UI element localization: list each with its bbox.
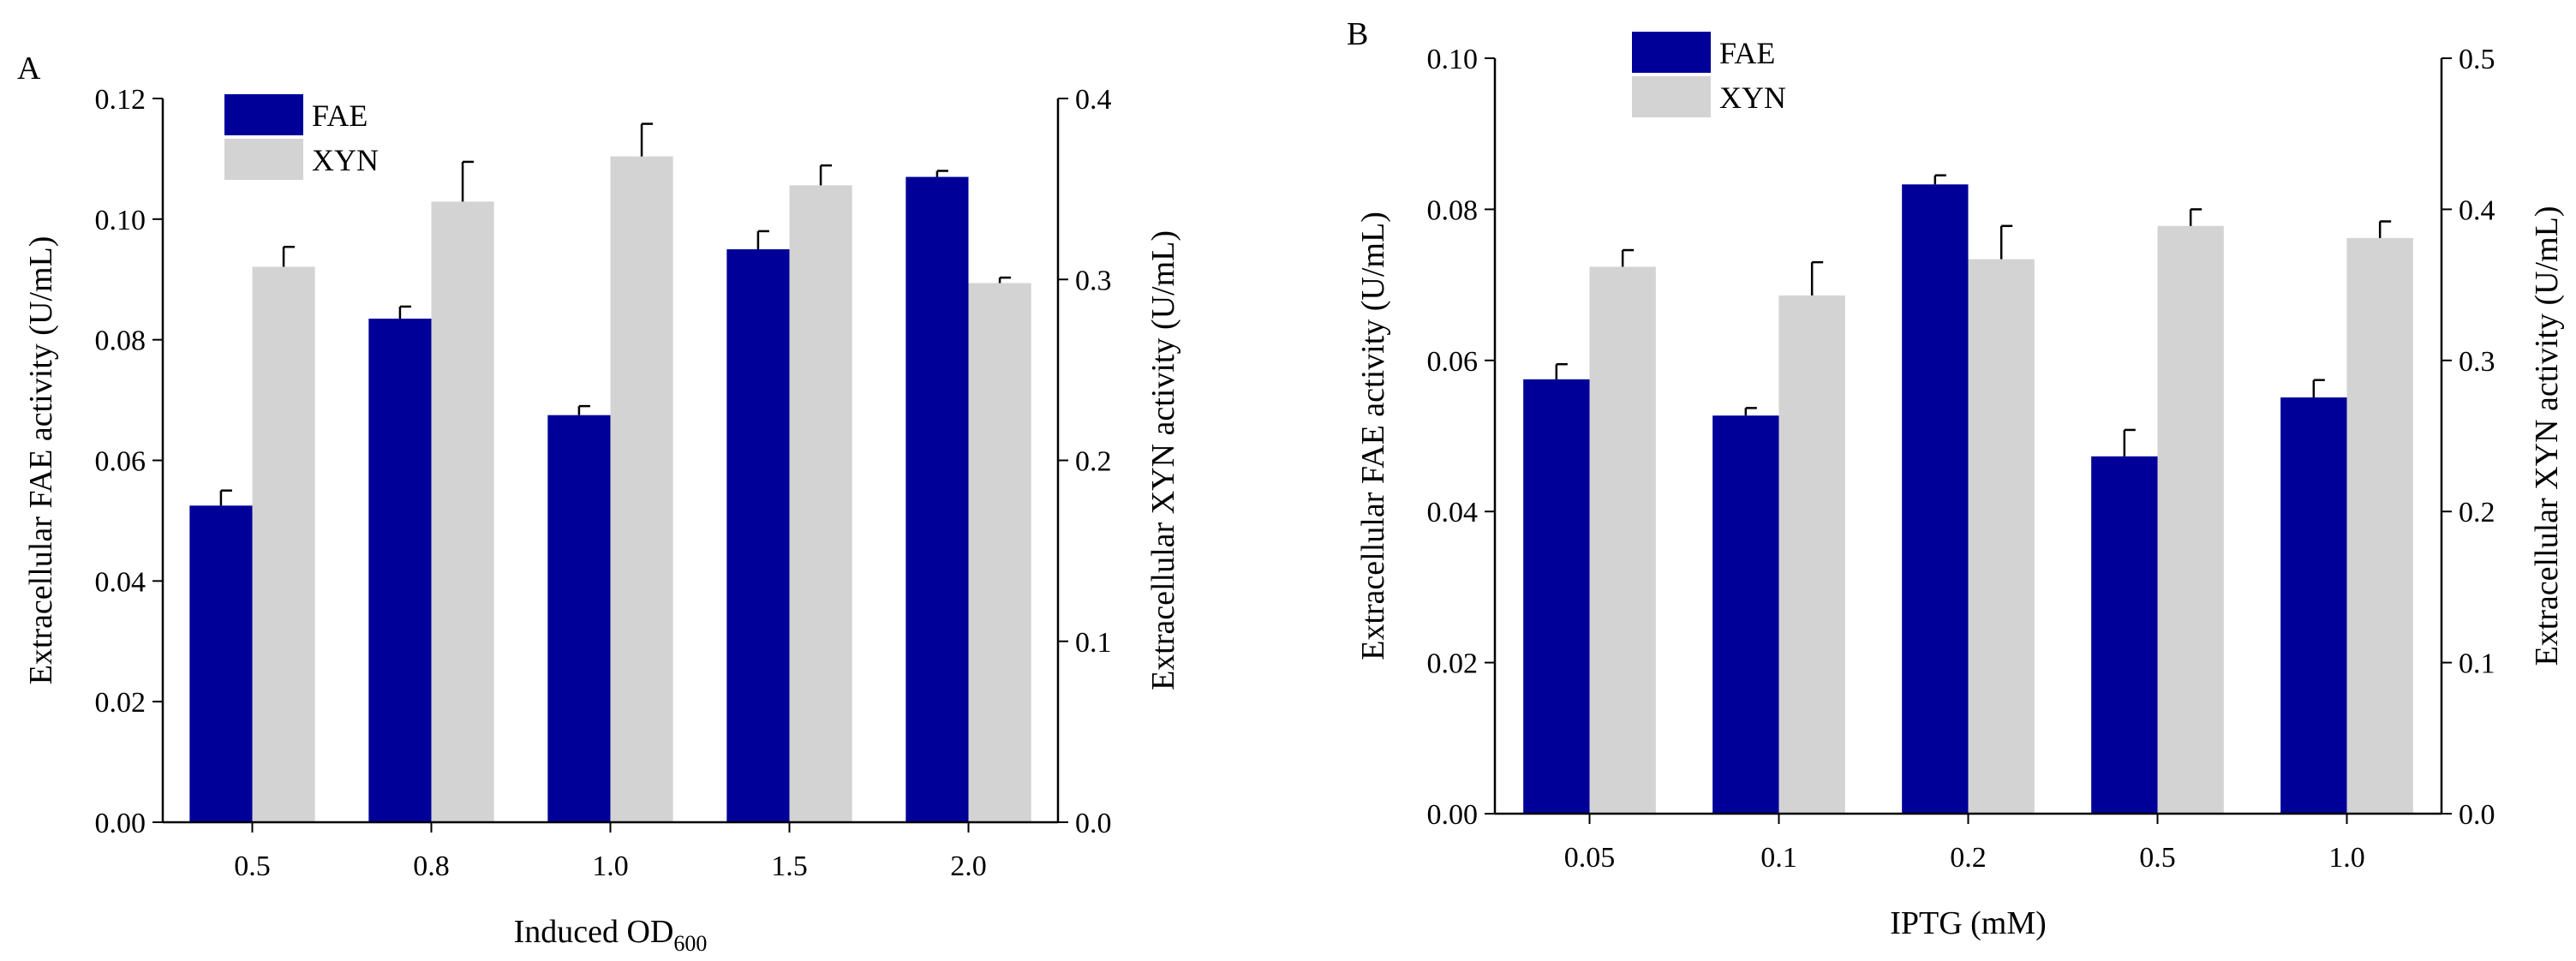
y-left-tick-label: 0.12 (95, 84, 146, 116)
y-left-tick-label: 0.02 (95, 687, 146, 719)
legend-swatch-fae (1632, 32, 1711, 73)
bar-xyn-4 (2346, 237, 2413, 814)
y-right-tick-label: 0.4 (2459, 194, 2495, 226)
x-tick-label: 1.0 (592, 851, 629, 882)
bar-fae-0 (189, 505, 253, 822)
y-left-tick-label: 0.08 (95, 325, 146, 357)
bar-fae-0 (1523, 379, 1590, 814)
y-right-tick-label: 0.1 (2459, 648, 2495, 680)
legend-label-fae: FAE (312, 98, 368, 133)
x-tick-label: 0.2 (1950, 842, 1987, 874)
x-axis-title-subscript: 600 (673, 931, 707, 956)
y-axis-right-title: Extracellular XYN activity (U/mL) (1145, 230, 1181, 690)
x-tick-label: 0.05 (1564, 842, 1616, 874)
bar-xyn-3 (789, 185, 852, 822)
bar-fae-2 (547, 415, 611, 822)
bar-xyn-1 (1778, 295, 1845, 814)
y-right-tick-label: 0.0 (2459, 799, 2495, 831)
y-axis-right-title: Extracellular XYN activity (U/mL) (2529, 206, 2565, 666)
x-axis-title: Induced OD600 (514, 914, 708, 956)
y-left-tick-label: 0.04 (95, 566, 146, 598)
y-right-tick-label: 0.5 (2459, 44, 2495, 75)
chart-panel-b: B 0.05 0.1 0.2 0.5 1.0 0.00 0.02 0.04 0.06 0.08 0.1… (1347, 16, 2565, 941)
y-right-tick-label: 0.4 (1075, 84, 1112, 116)
y-left-tick-label: 0.04 (1427, 497, 1479, 528)
x-tick-label: 0.5 (234, 851, 271, 882)
y-left-tick-label: 0.00 (1427, 799, 1479, 831)
legend-label-xyn: XYN (1719, 81, 1786, 115)
y-left-tick-label: 0.00 (95, 808, 146, 839)
bar-xyn-2 (610, 156, 673, 823)
panel-letter: B (1347, 16, 1368, 52)
bar-fae-1 (368, 319, 432, 822)
bar-xyn-0 (1589, 266, 1656, 814)
y-right-tick-label: 0.0 (1075, 808, 1112, 839)
bar-fae-4 (905, 176, 969, 822)
bar-xyn-4 (968, 283, 1031, 823)
y-right-tick-label: 0.3 (2459, 346, 2495, 378)
y-right-tick-label: 0.2 (2459, 497, 2495, 528)
y-left-tick-label: 0.10 (95, 205, 146, 236)
y-axis-left-title: Extracellular FAE activity (U/mL) (1355, 212, 1391, 660)
x-tick-label: 0.1 (1760, 842, 1797, 874)
x-tick-label: 2.0 (950, 851, 987, 882)
x-tick-label: 1.5 (771, 851, 808, 882)
x-axis-title: IPTG (mM) (1890, 905, 2047, 941)
bar-xyn-2 (1968, 259, 2035, 814)
bar-xyn-0 (252, 266, 315, 822)
legend-swatch-fae (224, 94, 303, 135)
x-tick-label: 0.5 (2139, 842, 2176, 874)
y-right-tick-label: 0.1 (1075, 627, 1112, 659)
y-left-tick-label: 0.08 (1427, 194, 1479, 226)
y-axis-left-title: Extracellular FAE activity (U/mL) (23, 236, 59, 685)
panel-letter: A (17, 51, 41, 87)
y-left-tick-label: 0.02 (1427, 648, 1479, 680)
x-tick-label: 1.0 (2328, 842, 2365, 874)
y-left-tick-label: 0.06 (1427, 346, 1479, 378)
bar-xyn-1 (431, 201, 494, 823)
bar-fae-3 (726, 249, 790, 823)
legend-label-xyn: XYN (312, 143, 379, 177)
bar-fae-2 (1902, 184, 1969, 814)
y-left-tick-label: 0.10 (1427, 44, 1479, 75)
y-right-tick-label: 0.2 (1075, 446, 1112, 478)
legend-swatch-xyn (224, 139, 303, 180)
bar-xyn-3 (2157, 225, 2224, 815)
chart-panel-a: A0.5 0.8 1.0 1.5 2.00.000.020.040.060.080.10… (17, 51, 1181, 956)
y-left-tick-label: 0.06 (95, 446, 146, 478)
legend-label-fae: FAE (1719, 36, 1775, 70)
y-right-tick-label: 0.3 (1075, 265, 1112, 296)
x-tick-label: 0.8 (413, 851, 450, 882)
bar-fae-3 (2091, 456, 2158, 814)
legend-swatch-xyn (1632, 76, 1711, 117)
bar-fae-1 (1712, 415, 1779, 814)
bar-fae-4 (2280, 397, 2347, 814)
